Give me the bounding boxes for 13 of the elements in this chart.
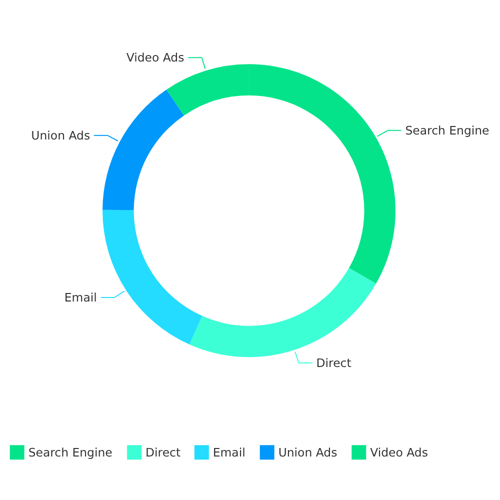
category-label: Direct bbox=[146, 445, 181, 460]
legend-label: Union Ads bbox=[278, 445, 338, 460]
slice-label: Email bbox=[64, 290, 97, 304]
legend-label: Email bbox=[212, 445, 246, 460]
legend-label: Direct bbox=[316, 356, 352, 370]
slice-label: Union Ads bbox=[31, 128, 90, 142]
donut-slice bbox=[102, 210, 202, 344]
legend-label: Search Engine bbox=[405, 123, 490, 138]
slice-label: Video Ads bbox=[126, 50, 184, 65]
donut-slice bbox=[190, 268, 376, 357]
legend-label: Video Ads bbox=[370, 445, 428, 460]
category-label: Search Engine bbox=[28, 445, 112, 460]
donut-slice bbox=[102, 90, 184, 210]
